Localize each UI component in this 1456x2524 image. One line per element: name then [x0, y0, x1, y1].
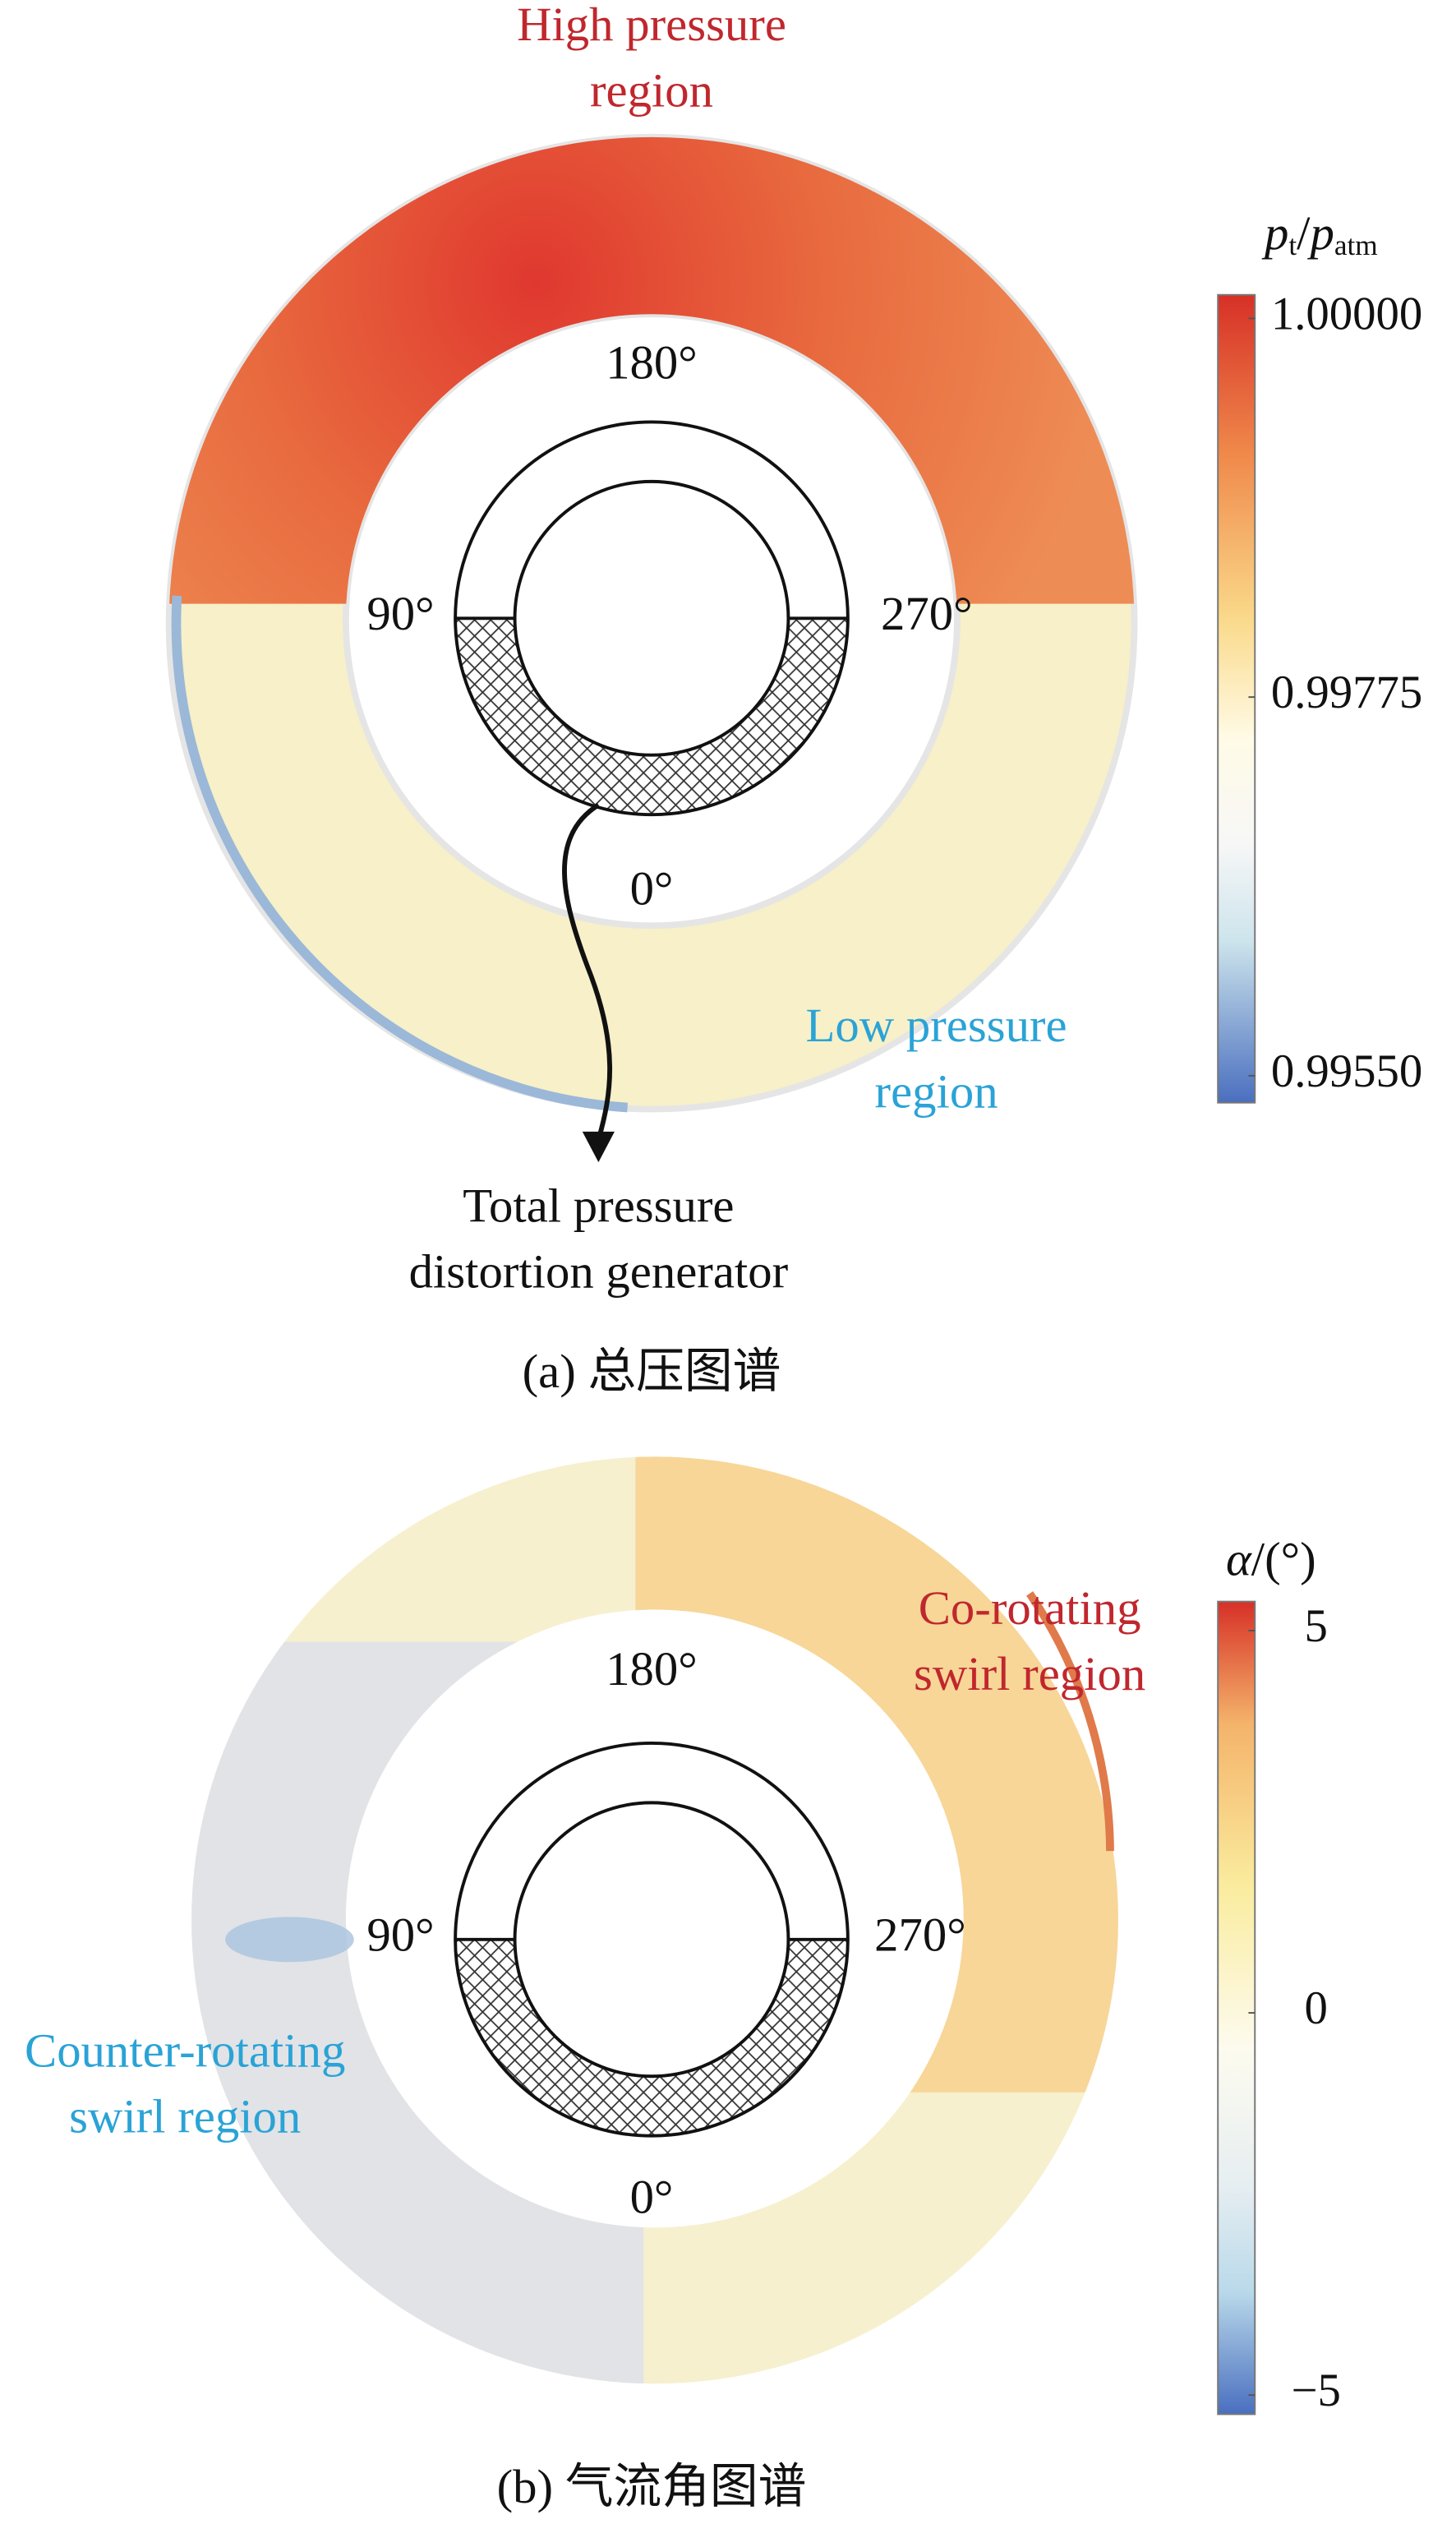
annotation: region: [875, 1064, 998, 1118]
title-part: α: [1226, 1533, 1252, 1586]
annotation: swirl region: [69, 2090, 301, 2143]
annotation: Co-rotating: [919, 1581, 1141, 1635]
schematic-b: [454, 1741, 850, 2138]
colorbar-tick-label: 1.00000: [1271, 288, 1423, 339]
colorbar-title: α/(°): [1226, 1533, 1316, 1586]
caption: (a) 总压图谱: [523, 1345, 781, 1398]
colorbar: [1217, 293, 1256, 1104]
colorbar-tick-label: 5: [1304, 1600, 1327, 1652]
annotation: High pressure: [517, 0, 786, 51]
angle-label: 270°: [874, 1908, 966, 1961]
angle-label: 180°: [606, 1642, 698, 1696]
caption: (b) 气流角图谱: [497, 2460, 807, 2513]
colorbar-title: pt/patm: [1261, 207, 1378, 261]
title-part: atm: [1334, 229, 1378, 261]
annotation: Low pressure: [806, 999, 1067, 1052]
title-part: t: [1288, 229, 1297, 261]
angle-label: 90°: [366, 1908, 434, 1961]
title-part: p: [1306, 207, 1334, 261]
angle-label: 90°: [366, 587, 434, 640]
title-part: /(°): [1251, 1533, 1316, 1586]
annotation: region: [590, 63, 713, 117]
annotation: Total pressure: [463, 1179, 734, 1232]
angle-label: 0°: [630, 862, 674, 916]
contour-a: [165, 133, 1138, 1113]
colorbar-tick-label: −5: [1291, 2365, 1340, 2416]
annotation: Counter-rotating: [25, 2023, 345, 2077]
annotation: distortion generator: [409, 1245, 789, 1299]
title-part: p: [1261, 207, 1288, 261]
title-part: /: [1297, 207, 1311, 261]
schematic-a: [454, 420, 850, 1163]
colorbar-tick-label: 0.99775: [1271, 667, 1423, 718]
colorbar-tick-label: 0.99550: [1271, 1045, 1423, 1097]
colorbar-tick-label: 0: [1304, 1982, 1327, 2034]
angle-label: 270°: [881, 587, 973, 640]
colorbar: [1217, 1600, 1256, 2416]
angle-label: 180°: [606, 335, 698, 389]
angle-label: 0°: [630, 2170, 674, 2223]
contour-b: [191, 1456, 1118, 2384]
annotation: swirl region: [914, 1647, 1145, 1700]
